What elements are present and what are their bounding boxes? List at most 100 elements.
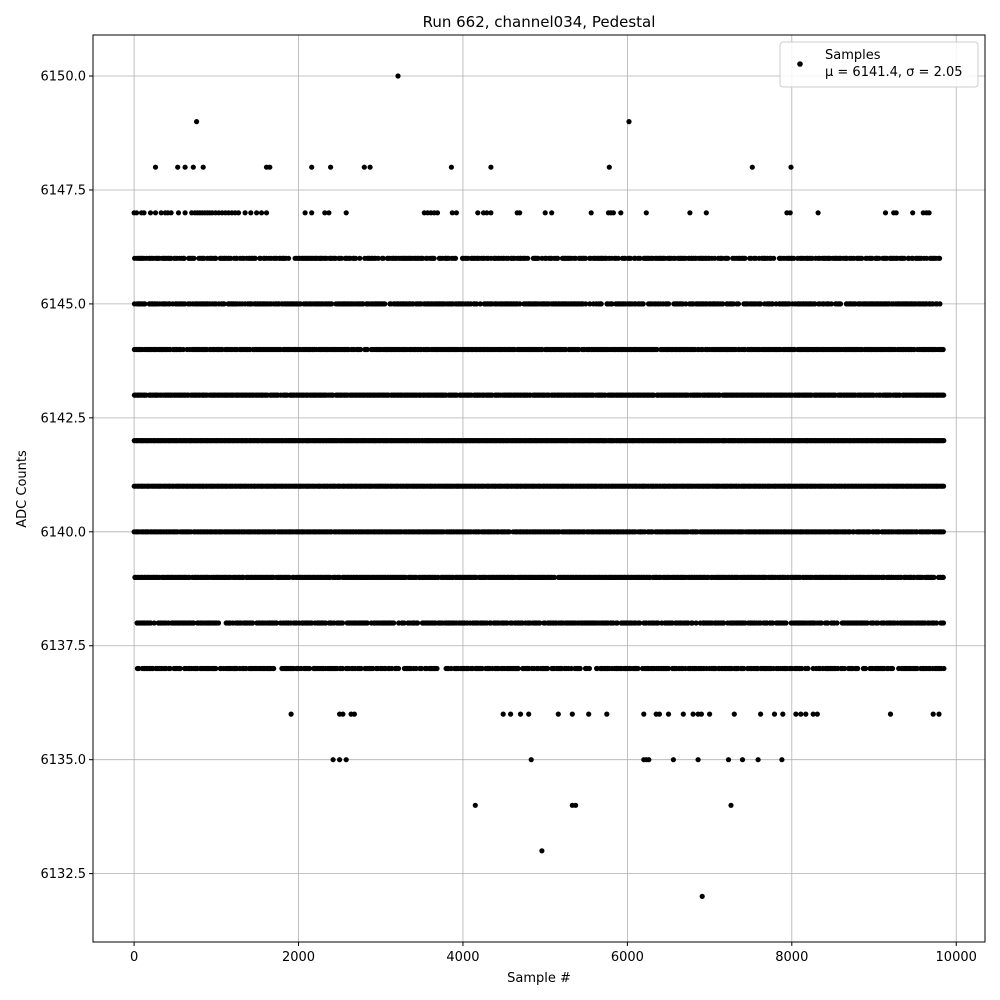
data-point (643, 210, 649, 216)
data-point (343, 210, 349, 216)
data-point (640, 301, 646, 307)
data-point (788, 164, 794, 170)
data-point (322, 210, 328, 216)
data-point (488, 164, 494, 170)
data-point (771, 255, 777, 261)
data-point (517, 301, 523, 307)
data-point (720, 301, 726, 307)
chart-title: Run 662, channel034, Pedestal (423, 13, 656, 31)
data-point (598, 301, 604, 307)
data-point (434, 210, 441, 216)
data-point (191, 255, 197, 261)
data-point (452, 255, 459, 261)
data-point (215, 620, 222, 626)
data-point (449, 210, 455, 216)
data-point (940, 346, 946, 353)
data-point (448, 164, 454, 170)
data-point (666, 301, 672, 307)
data-point (812, 301, 818, 307)
data-point (242, 210, 248, 216)
data-point (142, 301, 148, 307)
data-point (931, 574, 937, 581)
data-point (791, 255, 797, 261)
data-point (134, 210, 140, 216)
data-point (182, 164, 188, 170)
data-point (181, 255, 187, 261)
data-point (627, 255, 634, 261)
data-point (248, 210, 254, 216)
data-point (258, 210, 265, 216)
data-point (147, 210, 154, 216)
data-point (267, 164, 273, 170)
data-point (328, 164, 334, 170)
data-point (582, 255, 589, 261)
data-point (525, 255, 531, 261)
data-point (517, 210, 523, 216)
data-point (937, 301, 943, 307)
data-point (380, 255, 386, 261)
data-point (339, 620, 346, 626)
data-point (182, 210, 188, 216)
data-point (654, 346, 660, 353)
data-point (152, 210, 159, 216)
data-point (175, 164, 181, 170)
data-point (357, 255, 363, 261)
data-point (375, 255, 381, 261)
data-point (583, 301, 589, 307)
data-point (474, 301, 480, 307)
data-point (926, 210, 932, 216)
data-point (338, 255, 344, 261)
data-point (940, 574, 946, 581)
data-point (941, 483, 947, 489)
data-point (542, 210, 548, 216)
data-point (606, 164, 612, 170)
data-point (618, 210, 624, 216)
data-point (364, 346, 370, 353)
data-point (361, 164, 367, 170)
data-point (837, 301, 844, 307)
data-point (535, 255, 541, 261)
data-point (477, 301, 483, 307)
data-point (742, 255, 748, 261)
data-point (882, 210, 889, 216)
data-point (876, 255, 882, 261)
data-point (555, 255, 561, 261)
data-point (484, 210, 490, 216)
data-point (725, 255, 731, 261)
data-point (326, 210, 332, 216)
data-point (488, 210, 494, 216)
data-point (213, 255, 219, 261)
data-point (353, 255, 359, 261)
data-point (749, 164, 755, 170)
data-point (683, 301, 689, 307)
data-point (941, 392, 947, 398)
data-point (609, 301, 615, 307)
data-point (687, 210, 693, 216)
data-point (588, 210, 594, 216)
data-point (937, 255, 943, 261)
data-point (158, 210, 164, 216)
data-point (431, 255, 437, 261)
data-point (152, 164, 159, 170)
data-point (769, 301, 776, 307)
data-point (254, 210, 260, 216)
data-point (787, 210, 793, 216)
data-point (194, 119, 200, 125)
data-point (901, 255, 907, 261)
data-point (415, 620, 421, 626)
data-points (131, 73, 947, 900)
data-point (168, 210, 174, 216)
data-point (941, 438, 947, 444)
data-point (263, 210, 270, 216)
data-point (549, 210, 555, 216)
data-point (329, 301, 335, 307)
data-point (610, 210, 617, 216)
data-point (783, 620, 789, 626)
data-point (910, 210, 916, 216)
data-point (475, 210, 481, 216)
data-point (357, 346, 364, 353)
data-point (309, 164, 315, 170)
data-point (859, 255, 865, 261)
data-point (382, 301, 388, 307)
data-point (286, 255, 292, 261)
